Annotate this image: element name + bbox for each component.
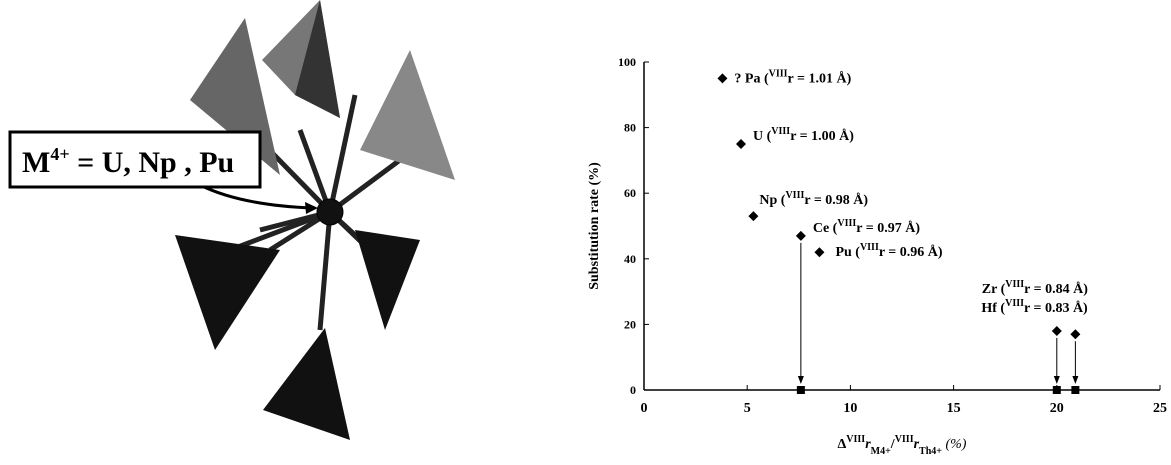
label-pre: Hf ( [981,301,1005,316]
label-sup: VIII [837,218,856,229]
diamond-point [717,73,728,84]
point-label: Zr (VIIIr = 0.84 Å) [982,279,1088,297]
label-sup: VIII [860,242,879,253]
point-label: Pu (VIIIr = 0.96 Å) [835,242,942,260]
structure-diagram: M4+ = U, Np , Pu [8,0,455,440]
y-tick-label: 0 [630,383,636,397]
point-label: Ce (VIIIr = 0.97 Å) [813,218,920,236]
x-axis-label: ΔVIIIrM4+/VIIIrTh4+ (%) [838,434,967,457]
label-post: r = 0.96 Å) [879,244,943,260]
y-tick-label: 80 [624,121,636,135]
tetrahedron [360,50,455,180]
x-tick-label: 20 [1050,401,1064,416]
point-label: ? Pa (VIIIr = 1.01 Å) [734,68,851,86]
label-sup: VIII [1005,298,1024,309]
y-axis-label: Substitution rate (%) [587,162,602,290]
diagram-label: M4+ = U, Np , Pu [22,144,234,179]
point-label: Np (VIIIr = 0.98 Å) [759,190,868,208]
x-tick-label: 25 [1153,401,1167,416]
xl: (%) [942,437,967,452]
y-tick-label: 40 [624,252,636,266]
diamond-point [814,247,825,258]
point-label: Hf (VIIIr = 0.83 Å) [981,298,1088,316]
x-tick-label: 5 [744,401,751,416]
label-pre: ? Pa ( [734,71,769,86]
label-sup: VIII [769,68,788,79]
diamond-point [1051,325,1062,336]
x-tick-label: 10 [843,401,857,416]
label-post: r = 0.97 Å) [856,220,920,236]
label-pre: Zr ( [982,282,1006,297]
label-post: r = 0.84 Å) [1024,281,1088,297]
x-tick-label: 15 [947,401,961,416]
y-tick-label: 60 [624,186,636,200]
metal-atom [316,198,344,226]
label-pre: Pu ( [835,245,860,260]
tetrahedron [175,235,280,350]
label-pre: Ce ( [813,221,838,236]
label-sup: VIII [785,190,804,201]
xl: / [890,437,896,452]
label-box [8,130,262,189]
diamond-point [748,211,759,222]
diamond-point [1070,329,1081,340]
xl: r [914,437,920,452]
point-label: U (VIIIr = 1.00 Å) [753,126,854,144]
square-point [1071,386,1080,394]
tetrahedron [295,0,340,118]
y-tick-label: 20 [624,317,636,331]
xl: M4+ [871,446,891,457]
pointer [199,183,313,210]
label-post: r = 0.83 Å) [1024,300,1088,316]
diamond-point [736,139,747,149]
label-sup: VIII [771,126,790,137]
xl: r [865,437,871,452]
square-point [1052,386,1061,394]
xl: VIII [846,434,865,445]
arrow-head [797,376,804,384]
x-tick-label: 0 [641,401,648,416]
xl: Δ [838,437,847,452]
label-pre: U ( [753,129,772,144]
label-sup: 4+ [50,144,69,164]
square-point [796,386,805,394]
label-post: r = 0.98 Å) [804,192,868,208]
label-main: M [22,146,50,179]
label-sup: VIII [1005,279,1024,290]
xl: VIII [895,434,914,445]
label-post: r = 1.01 Å) [788,70,852,86]
pointer-head [305,202,318,214]
label-pre: Np ( [759,193,785,208]
tetrahedron [263,328,350,440]
arrow-head [1072,376,1079,384]
label-post: r = 1.00 Å) [790,128,854,144]
arrow-head [1053,376,1060,384]
xl: Th4+ [919,446,942,457]
diamond-point [795,230,806,241]
label-rest: = U, Np , Pu [70,146,235,179]
tetrahedron [355,230,420,330]
y-tick-label: 100 [618,55,636,69]
